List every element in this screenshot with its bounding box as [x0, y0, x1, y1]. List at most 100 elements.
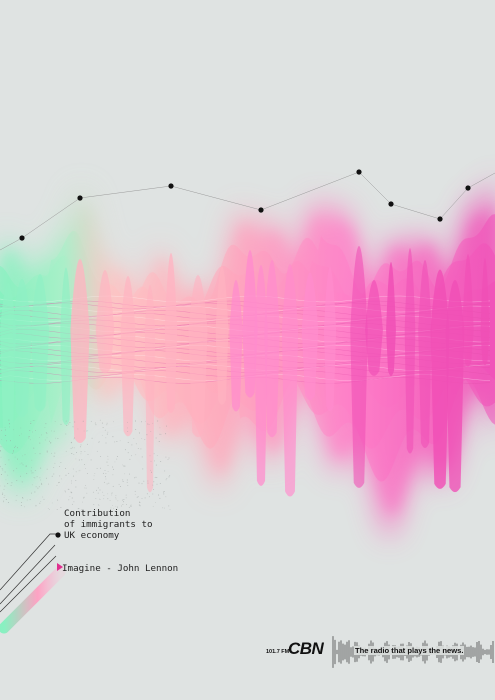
grain-dot — [65, 467, 67, 469]
grain-dot — [105, 437, 107, 439]
grain-dot — [159, 433, 161, 435]
track-label[interactable]: Imagine - John Lennon — [62, 563, 179, 574]
grain-dot — [127, 452, 129, 454]
wave-spike — [215, 266, 229, 405]
grain-dot — [156, 483, 158, 485]
grain-dot — [122, 503, 124, 505]
grain-dot — [90, 420, 92, 422]
grain-dot — [93, 475, 95, 477]
grain-dot — [57, 438, 59, 440]
grain-dot — [150, 460, 152, 462]
play-icon[interactable] — [57, 563, 63, 571]
wave-spike — [430, 269, 450, 489]
grain-dot — [110, 507, 112, 509]
grain-dot — [38, 437, 40, 439]
grain-dot — [7, 474, 9, 476]
grain-dot — [86, 492, 88, 494]
grain-dot — [123, 499, 125, 501]
grain-dot — [65, 474, 67, 476]
grain-dot — [57, 499, 59, 501]
grain-dot — [58, 482, 59, 484]
wave-spike — [365, 280, 383, 376]
grain-dot — [135, 454, 137, 456]
wave-spike — [418, 260, 432, 449]
grain-dot — [156, 454, 158, 456]
grain-dot — [33, 447, 35, 449]
grain-dot — [15, 445, 16, 447]
grain-dot — [102, 472, 104, 474]
grain-dot — [83, 496, 85, 498]
grain-dot — [131, 455, 133, 457]
peak-marker — [168, 183, 174, 189]
grain-dot — [152, 422, 154, 424]
grain-dot — [139, 432, 140, 434]
grain-dot — [11, 482, 13, 484]
grain-dot — [87, 430, 89, 432]
grain-dot — [99, 489, 101, 491]
grain-dot — [151, 471, 152, 473]
grain-dot — [136, 496, 138, 498]
grain-dot — [150, 469, 152, 471]
grain-dot — [29, 430, 31, 431]
grain-dot — [144, 439, 146, 440]
grain-dot — [41, 482, 43, 484]
grain-dot — [1, 468, 3, 470]
grain-dot — [112, 485, 114, 487]
grain-dot — [64, 490, 66, 492]
grain-dot — [96, 467, 98, 469]
grain-dot — [31, 459, 33, 461]
grain-dot — [147, 482, 149, 484]
wave-spike — [242, 250, 258, 398]
grain-dot — [8, 459, 10, 461]
grain-dot — [141, 497, 143, 499]
grain-dot — [104, 429, 106, 431]
grain-dot — [152, 493, 154, 495]
grain-dot — [146, 434, 148, 436]
grain-dot — [41, 434, 42, 436]
grain-dot — [148, 496, 150, 498]
brand-frequency: 101.7 FM — [266, 649, 290, 655]
grain-dot — [81, 508, 83, 510]
grain-dot — [60, 478, 62, 480]
grain-dot — [106, 422, 108, 424]
wave-spike — [12, 279, 32, 418]
grain-dot — [127, 431, 129, 432]
peak-marker — [388, 201, 394, 207]
grain-dot — [34, 470, 36, 472]
grain-dot — [119, 485, 121, 487]
grain-dot — [40, 479, 42, 481]
grain-dot — [111, 492, 113, 494]
caption-marker — [55, 532, 61, 538]
grain-dot — [118, 483, 120, 485]
grain-dot — [10, 484, 12, 486]
grain-dot — [39, 477, 41, 479]
grain-dot — [80, 451, 82, 453]
grain-dot — [106, 424, 108, 426]
grain-dot — [106, 461, 108, 463]
grain-dot — [165, 433, 167, 435]
grain-dot — [14, 456, 16, 458]
grain-dot — [0, 465, 1, 467]
grain-dot — [117, 506, 118, 508]
grain-dot — [96, 489, 97, 491]
grain-dot — [80, 444, 82, 446]
grain-dot — [2, 469, 4, 471]
grain-dot — [68, 499, 70, 501]
grain-dot — [130, 504, 132, 506]
grain-dot — [127, 441, 129, 443]
grain-dot — [0, 446, 2, 448]
grain-dot — [33, 477, 35, 479]
grain-dot — [138, 504, 140, 506]
grain-dot — [102, 426, 104, 428]
grain-dot — [103, 495, 105, 497]
grain-dot — [14, 447, 15, 448]
grain-dot — [51, 452, 53, 454]
peak-marker — [356, 169, 362, 175]
grain-dot — [112, 474, 114, 476]
grain-dot — [82, 501, 83, 503]
grain-dot — [0, 456, 2, 458]
grain-dot — [53, 473, 55, 475]
peak-marker — [465, 185, 471, 191]
grain-dot — [36, 476, 38, 478]
